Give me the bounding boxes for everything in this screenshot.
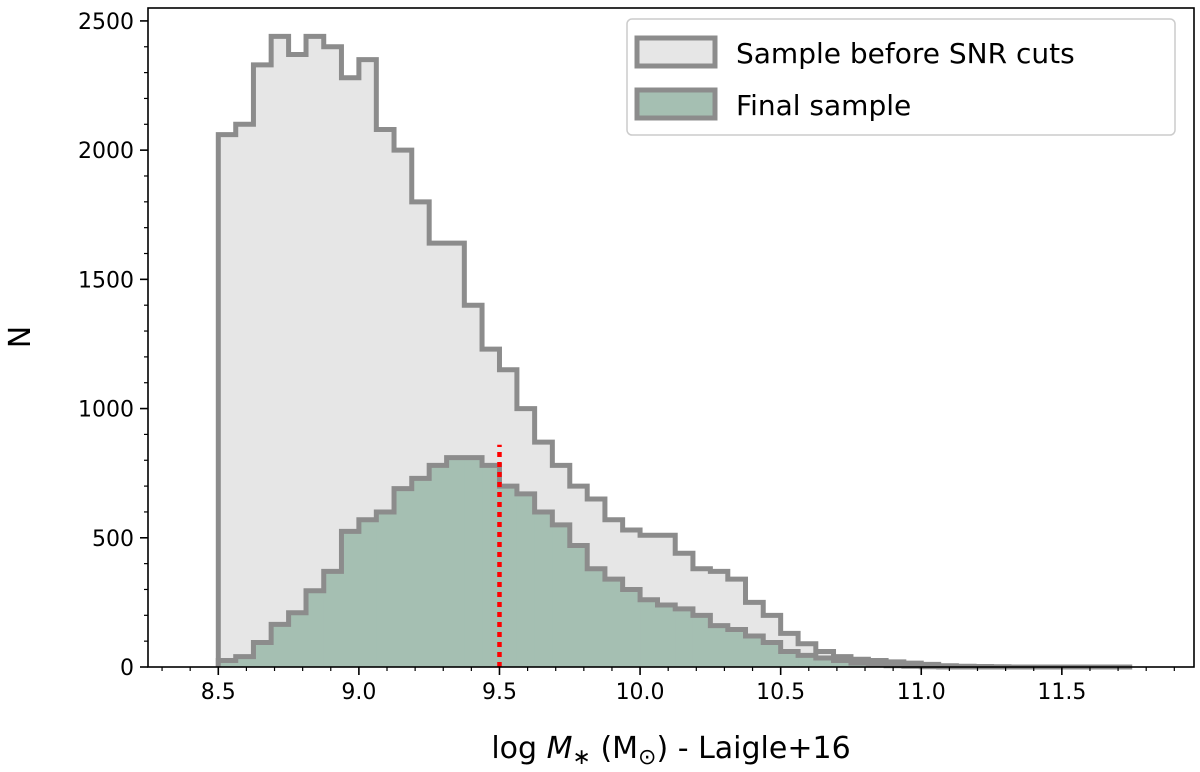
bar xyxy=(271,36,290,668)
bar xyxy=(587,568,606,667)
x-axis-label: log M∗ (M⊙) - Laigle+16 xyxy=(491,731,850,770)
bar xyxy=(675,608,694,667)
bar xyxy=(657,604,676,667)
y-tick-label: 1500 xyxy=(78,268,134,293)
bar xyxy=(341,531,360,667)
x-axis-label-prefix: log xyxy=(491,731,546,766)
bar xyxy=(323,571,343,667)
bar xyxy=(482,465,501,667)
bar xyxy=(323,46,343,667)
bar xyxy=(464,457,483,667)
y-tick-label: 500 xyxy=(92,527,134,552)
bar xyxy=(446,457,465,667)
y-tick-label: 0 xyxy=(120,656,134,681)
x-tick-label: 9.5 xyxy=(482,680,517,705)
y-tick-label: 2000 xyxy=(78,139,134,164)
legend-label-before: Sample before SNR cuts xyxy=(736,37,1075,70)
x-axis-label-symbol: M xyxy=(547,731,573,766)
bar xyxy=(288,54,307,668)
bar xyxy=(727,629,747,667)
bar xyxy=(552,524,571,667)
series-1 xyxy=(215,455,1133,670)
bar xyxy=(763,642,782,667)
bar xyxy=(218,134,237,668)
bar xyxy=(833,660,852,667)
legend-swatch-final xyxy=(634,87,718,121)
bar xyxy=(622,589,641,667)
series-layer xyxy=(215,33,1133,670)
bar xyxy=(569,545,588,667)
bar xyxy=(780,651,799,667)
x-ticks: 8.5 9.0 9.5 10.0 10.5 11.0 11.5 xyxy=(161,667,1175,705)
bar xyxy=(306,590,325,667)
y-ticks: 0 500 1000 1500 2000 2500 xyxy=(78,10,148,681)
bar xyxy=(710,625,729,667)
bar xyxy=(253,642,272,667)
x-axis-label-sun: ⊙ xyxy=(638,745,656,770)
bar xyxy=(815,657,835,667)
bar xyxy=(358,519,377,667)
legend-box xyxy=(626,18,1176,136)
bar xyxy=(534,511,553,667)
bar xyxy=(306,36,325,668)
axes-frame xyxy=(147,7,1195,668)
x-tick-label: 10.5 xyxy=(756,680,805,705)
bar xyxy=(394,488,413,667)
x-axis-label-tail: ) - Laigle+16 xyxy=(656,731,850,766)
x-axis-label-unit: (M xyxy=(591,731,638,766)
y-tick-label: 2500 xyxy=(78,10,134,35)
bar xyxy=(341,77,360,667)
legend-label-final: Final sample xyxy=(736,89,911,122)
y-tick-label: 1000 xyxy=(78,398,134,423)
bar xyxy=(358,59,377,667)
bar xyxy=(429,465,448,667)
bar xyxy=(604,579,624,667)
bar xyxy=(516,493,536,667)
x-tick-label: 8.5 xyxy=(201,680,236,705)
x-tick-label: 9.0 xyxy=(341,680,376,705)
bar xyxy=(640,599,659,667)
x-tick-label: 10.0 xyxy=(616,680,665,705)
step-outline xyxy=(215,455,1133,670)
x-axis-label-subscript: ∗ xyxy=(572,745,590,770)
bar xyxy=(253,64,272,667)
bar xyxy=(411,478,430,667)
bar xyxy=(745,635,764,667)
bar xyxy=(271,624,290,667)
x-tick-label: 11.0 xyxy=(897,680,946,705)
y-axis-label: N xyxy=(3,326,38,348)
bar xyxy=(499,486,518,667)
legend: Sample before SNR cuts Final sample xyxy=(626,18,1176,136)
legend-swatch-before xyxy=(634,35,718,69)
bar xyxy=(288,612,307,667)
bar xyxy=(235,656,255,667)
bar xyxy=(376,511,395,667)
x-tick-label: 11.5 xyxy=(1037,680,1086,705)
bar xyxy=(218,660,237,667)
bar xyxy=(235,124,255,667)
bar xyxy=(798,655,817,667)
bar xyxy=(692,615,711,667)
